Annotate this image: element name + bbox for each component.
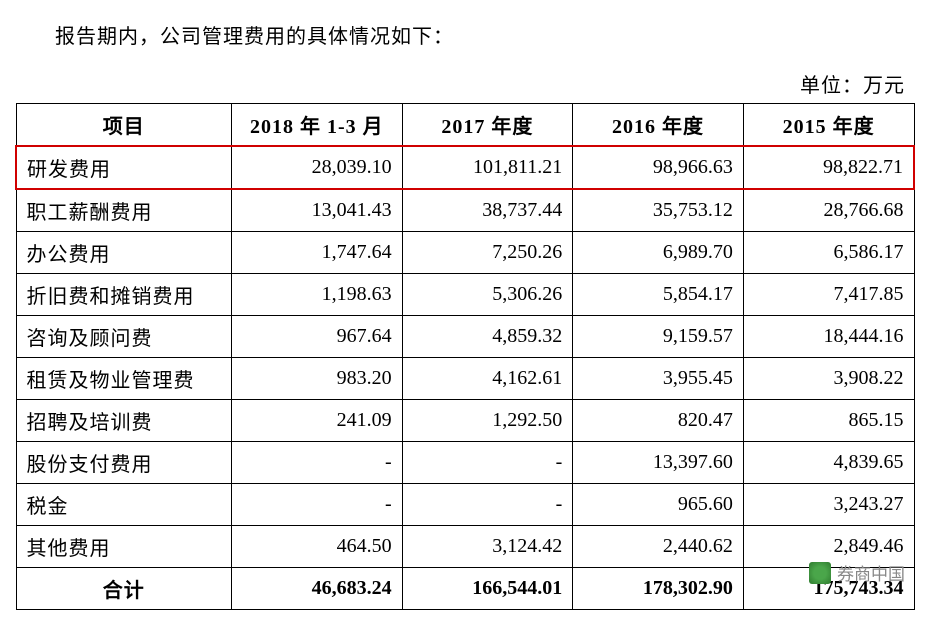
row-value: 4,162.61 — [402, 358, 573, 400]
row-value: 3,124.42 — [402, 526, 573, 568]
row-label: 职工薪酬费用 — [16, 189, 232, 232]
row-value: 1,198.63 — [232, 274, 403, 316]
row-value: 6,586.17 — [743, 232, 914, 274]
table-row: 办公费用1,747.647,250.266,989.706,586.17 — [16, 232, 914, 274]
row-value: 38,737.44 — [402, 189, 573, 232]
table-row: 折旧费和摊销费用1,198.635,306.265,854.177,417.85 — [16, 274, 914, 316]
intro-text: 报告期内，公司管理费用的具体情况如下： — [55, 20, 915, 49]
row-label: 股份支付费用 — [16, 442, 232, 484]
row-value: 35,753.12 — [573, 189, 744, 232]
table-row: 其他费用464.503,124.422,440.622,849.46 — [16, 526, 914, 568]
row-value: 1,292.50 — [402, 400, 573, 442]
row-value: 18,444.16 — [743, 316, 914, 358]
row-value: 3,955.45 — [573, 358, 744, 400]
row-value: - — [232, 442, 403, 484]
row-label: 租赁及物业管理费 — [16, 358, 232, 400]
row-value: 4,839.65 — [743, 442, 914, 484]
table-row: 职工薪酬费用13,041.4338,737.4435,753.1228,766.… — [16, 189, 914, 232]
row-label: 折旧费和摊销费用 — [16, 274, 232, 316]
row-value: 865.15 — [743, 400, 914, 442]
table-row: 招聘及培训费241.091,292.50820.47865.15 — [16, 400, 914, 442]
table-row: 咨询及顾问费967.644,859.329,159.5718,444.16 — [16, 316, 914, 358]
row-value: 1,747.64 — [232, 232, 403, 274]
row-value: 967.64 — [232, 316, 403, 358]
row-label: 办公费用 — [16, 232, 232, 274]
row-value: 28,766.68 — [743, 189, 914, 232]
total-value: 166,544.01 — [402, 568, 573, 610]
row-label: 其他费用 — [16, 526, 232, 568]
row-value: 98,966.63 — [573, 146, 744, 189]
row-value: 7,417.85 — [743, 274, 914, 316]
table-body: 研发费用28,039.10101,811.2198,966.6398,822.7… — [16, 146, 914, 610]
col-2016: 2016 年度 — [573, 104, 744, 147]
row-value: 241.09 — [232, 400, 403, 442]
row-label: 咨询及顾问费 — [16, 316, 232, 358]
unit-label: 单位：万元 — [15, 69, 905, 98]
row-value: 3,908.22 — [743, 358, 914, 400]
col-item: 项目 — [16, 104, 232, 147]
table-row: 研发费用28,039.10101,811.2198,966.6398,822.7… — [16, 146, 914, 189]
row-value: 5,854.17 — [573, 274, 744, 316]
row-value: - — [232, 484, 403, 526]
row-value: 2,440.62 — [573, 526, 744, 568]
row-value: 4,859.32 — [402, 316, 573, 358]
row-value: 983.20 — [232, 358, 403, 400]
table-total-row: 合计46,683.24166,544.01178,302.90175,743.3… — [16, 568, 914, 610]
total-value: 46,683.24 — [232, 568, 403, 610]
row-value: 9,159.57 — [573, 316, 744, 358]
row-value: 28,039.10 — [232, 146, 403, 189]
row-value: 6,989.70 — [573, 232, 744, 274]
row-value: 7,250.26 — [402, 232, 573, 274]
watermark-text: 券商中国 — [837, 560, 905, 585]
row-value: 13,397.60 — [573, 442, 744, 484]
watermark: 券商中国 — [809, 560, 905, 585]
table-header-row: 项目 2018 年 1-3 月 2017 年度 2016 年度 2015 年度 — [16, 104, 914, 147]
row-value: 464.50 — [232, 526, 403, 568]
table-row: 税金--965.603,243.27 — [16, 484, 914, 526]
row-value: 820.47 — [573, 400, 744, 442]
col-2017: 2017 年度 — [402, 104, 573, 147]
row-label: 研发费用 — [16, 146, 232, 189]
row-value: - — [402, 484, 573, 526]
row-value: 3,243.27 — [743, 484, 914, 526]
total-label: 合计 — [16, 568, 232, 610]
col-2018: 2018 年 1-3 月 — [232, 104, 403, 147]
expense-table: 项目 2018 年 1-3 月 2017 年度 2016 年度 2015 年度 … — [15, 103, 915, 610]
row-value: - — [402, 442, 573, 484]
row-value: 5,306.26 — [402, 274, 573, 316]
row-value: 101,811.21 — [402, 146, 573, 189]
row-value: 13,041.43 — [232, 189, 403, 232]
row-label: 税金 — [16, 484, 232, 526]
row-label: 招聘及培训费 — [16, 400, 232, 442]
total-value: 178,302.90 — [573, 568, 744, 610]
table-row: 股份支付费用--13,397.604,839.65 — [16, 442, 914, 484]
row-value: 98,822.71 — [743, 146, 914, 189]
col-2015: 2015 年度 — [743, 104, 914, 147]
row-value: 965.60 — [573, 484, 744, 526]
table-row: 租赁及物业管理费983.204,162.613,955.453,908.22 — [16, 358, 914, 400]
wechat-icon — [809, 562, 831, 584]
